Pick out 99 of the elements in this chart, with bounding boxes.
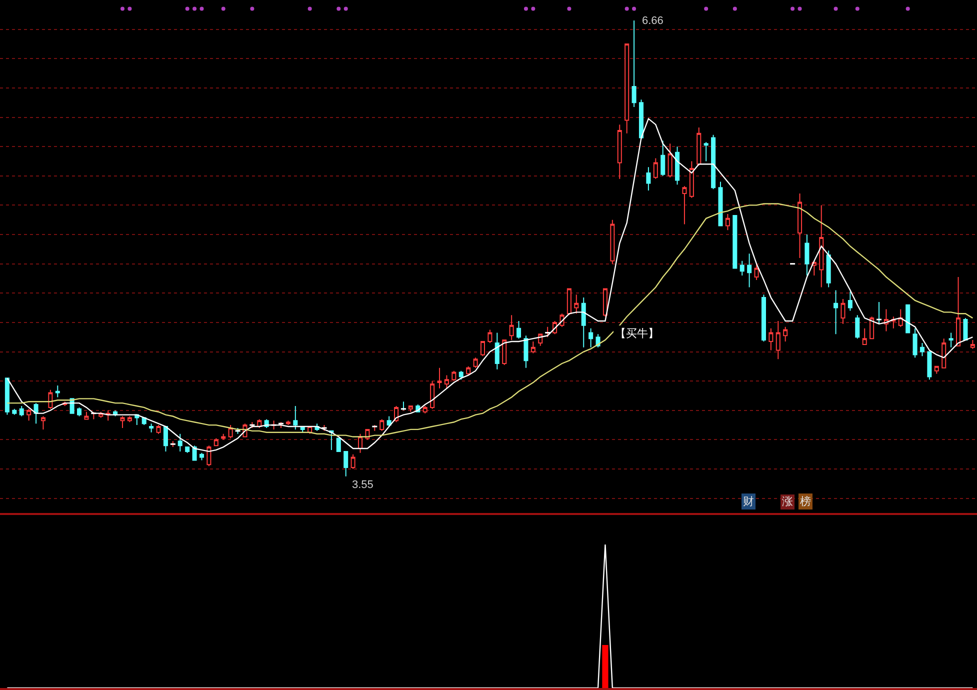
candlestick [488, 329, 492, 344]
candlestick [524, 335, 528, 368]
candlestick [344, 450, 348, 477]
candlestick [617, 124, 622, 180]
candlestick [956, 276, 961, 346]
candlestick [84, 411, 89, 420]
candlestick [185, 446, 190, 454]
annotation: 涨 [782, 496, 793, 508]
candlestick [725, 213, 730, 231]
candlestick [740, 260, 744, 276]
candlestick [55, 384, 60, 398]
candlestick [870, 316, 874, 340]
candlestick [422, 406, 428, 414]
candlestick [848, 291, 852, 312]
annotation: 6.66 [642, 15, 664, 27]
annotation: 3.55 [352, 479, 374, 491]
candlestick [660, 140, 666, 176]
candlestick [127, 416, 132, 423]
candlestick [689, 160, 694, 198]
candlestick [646, 166, 651, 192]
candlestick [199, 452, 204, 461]
candlestick [494, 332, 500, 370]
candlestick [574, 294, 579, 314]
candlestick [502, 340, 507, 366]
candlestick [380, 418, 384, 432]
candlestick [804, 234, 810, 276]
candlestick [855, 314, 860, 340]
candlestick [912, 328, 918, 358]
candlestick [624, 43, 630, 134]
annotation: 财 [743, 495, 754, 508]
candlestick [610, 219, 615, 264]
candlestick [466, 366, 471, 376]
candlestick [206, 445, 212, 467]
candlestick [920, 342, 925, 357]
candlestick [783, 326, 788, 342]
candlestick [149, 423, 154, 433]
candlestick [588, 328, 594, 348]
candlestick [509, 314, 514, 341]
candlestick [228, 424, 233, 439]
candlestick [819, 204, 824, 288]
candlestick [682, 186, 687, 225]
candlestick [732, 214, 738, 269]
candlestick [632, 20, 636, 108]
annotation: 【买牛】 [615, 327, 659, 340]
candlestick [754, 263, 759, 280]
candlestick [48, 389, 53, 410]
candlestick [797, 192, 802, 258]
candlestick [927, 351, 932, 380]
candlestick [156, 424, 161, 434]
candlestick [768, 328, 774, 351]
candlestick [408, 406, 413, 412]
candlestick [948, 332, 954, 348]
candlestick [76, 406, 82, 417]
candlestick [776, 320, 780, 360]
candlestick [473, 357, 478, 368]
candlestick [350, 454, 356, 470]
candlestick [862, 328, 867, 345]
candlestick [934, 366, 939, 374]
candlestick [214, 438, 218, 446]
candlestick [430, 380, 435, 410]
candlestick [178, 433, 182, 452]
candlestick [668, 143, 672, 178]
candlestick [840, 298, 846, 324]
candlestick [942, 338, 946, 368]
candlestick [286, 420, 290, 426]
annotation: 榜 [800, 495, 811, 508]
candlestick [704, 142, 708, 162]
candlestick [826, 250, 831, 288]
candlestick [516, 320, 522, 340]
candlestick [718, 181, 723, 226]
candlestick [898, 308, 903, 328]
candlestick [329, 430, 334, 450]
candlestick [221, 433, 226, 440]
candlestick [437, 367, 442, 389]
candlestick [653, 158, 658, 180]
candlestick [19, 406, 24, 417]
candlestick [452, 370, 456, 382]
candlestick [566, 288, 572, 316]
candlestick [761, 294, 766, 342]
candlestick [12, 408, 17, 416]
candlestick [40, 416, 46, 430]
candlestick [747, 253, 752, 288]
candlestick [480, 341, 485, 357]
candlestick [120, 416, 125, 428]
candlestick [675, 146, 680, 186]
candlestick [711, 134, 716, 190]
candlestick [163, 426, 168, 452]
candlestick [26, 408, 32, 422]
candlestick [336, 438, 341, 452]
candlestick [906, 304, 910, 334]
candlestick [834, 290, 838, 335]
candlestick [602, 288, 608, 318]
candlestick [293, 406, 298, 430]
candlestick [530, 341, 536, 354]
candlestick [34, 402, 38, 424]
candlestick [963, 318, 968, 341]
candlestick [4, 378, 10, 416]
candlestick [581, 297, 586, 348]
candlestick [444, 374, 449, 389]
